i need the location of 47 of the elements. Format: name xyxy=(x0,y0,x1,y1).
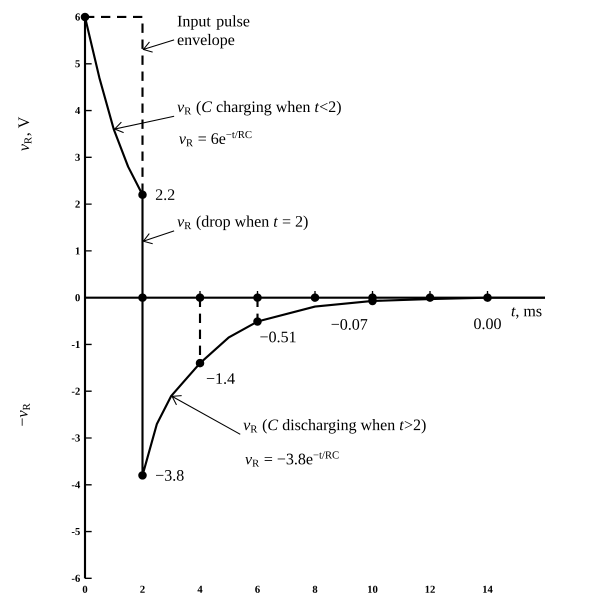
point xyxy=(253,317,262,326)
data-label: 2.2 xyxy=(156,189,174,200)
point xyxy=(138,471,147,480)
x-tick-label: 10 xyxy=(368,586,378,593)
point xyxy=(196,293,204,302)
y-tick-label: 2 xyxy=(75,200,80,208)
x-tick-label: 4 xyxy=(197,586,202,593)
data-label: −0.51 xyxy=(260,332,296,342)
point xyxy=(138,190,147,200)
data-label: −0.07 xyxy=(332,318,368,330)
y-tick-label: -5 xyxy=(72,528,80,536)
x-tick-label: 2 xyxy=(140,586,145,593)
y-tick-label: 6 xyxy=(75,13,80,21)
x-axis-title: t, ms xyxy=(512,307,542,319)
y-tick-label: -3 xyxy=(72,434,80,442)
point xyxy=(253,293,262,302)
annotation: Input pulse envelope xyxy=(178,15,250,48)
y-tick-label: -4 xyxy=(72,481,80,488)
annotation: v$_{R}$ (drop when t = 2) xyxy=(177,216,308,230)
point xyxy=(310,293,320,302)
y-tick-label: 5 xyxy=(75,60,80,68)
y-tick-label: 3 xyxy=(75,154,80,161)
point xyxy=(426,293,434,302)
annotation: v$_{R}$ = −3.8e$^{−t/RC}$ xyxy=(245,451,339,467)
y-tick-label: -2 xyxy=(72,388,80,395)
y-tick-label: 1 xyxy=(76,247,80,254)
y-tick-label: -1 xyxy=(72,340,80,348)
x-tick-label: 8 xyxy=(312,586,318,593)
data-label: −1.4 xyxy=(206,373,235,384)
text: −v$_{R}$ xyxy=(20,403,30,426)
point xyxy=(80,12,90,22)
x-tick-label: 14 xyxy=(483,586,493,593)
x-tick-label: 12 xyxy=(426,586,435,593)
annotation: v$_{R}$ (C discharging when t>2) xyxy=(243,419,426,434)
y-tick-label: 0 xyxy=(75,294,80,302)
y-axis-title: v$_{R}$, V xyxy=(18,116,32,151)
point xyxy=(138,293,147,302)
y-tick-label: -6 xyxy=(72,574,80,582)
x-tick-label: 0 xyxy=(82,586,88,593)
annotation: v$_{R}$ = 6e$^{−t/RC}$ xyxy=(179,130,252,146)
data-label: 0.00 xyxy=(474,318,501,330)
point xyxy=(196,358,204,368)
point xyxy=(483,293,492,302)
annotation: v$_{R}$ (C charging when t<2) xyxy=(177,100,341,116)
data-label: −3.8 xyxy=(156,470,184,481)
y-tick-label: 4 xyxy=(75,107,80,114)
x-tick-label: 6 xyxy=(255,586,260,593)
